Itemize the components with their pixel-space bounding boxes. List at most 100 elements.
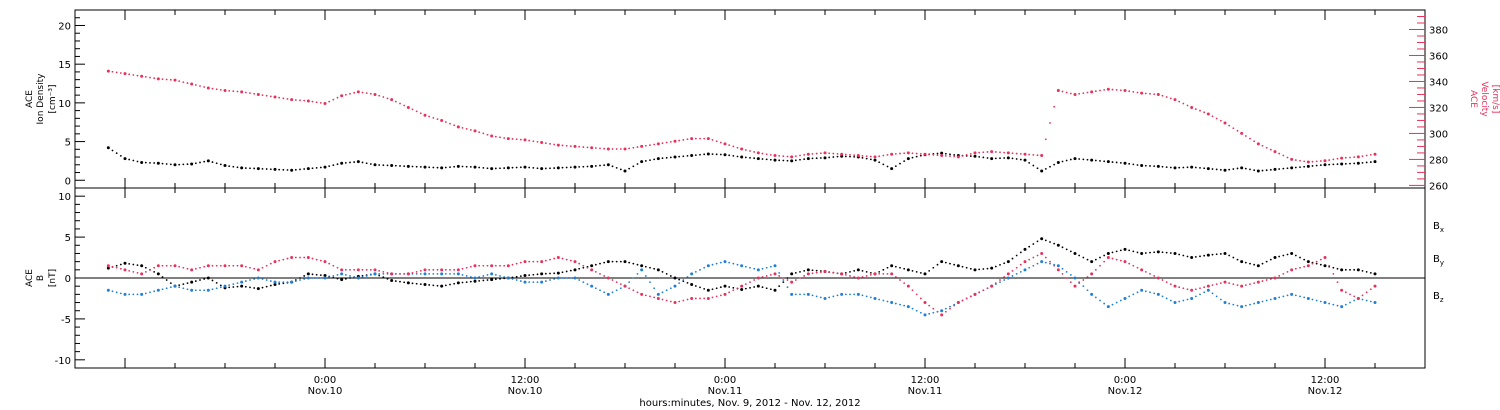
- bx-interp-point: [932, 266, 935, 269]
- bx-point: [640, 264, 644, 268]
- by-point: [1323, 301, 1327, 305]
- density-label-line1: ACE: [25, 90, 35, 108]
- bz-interp-point: [111, 265, 114, 268]
- velocity-interp-point: [569, 145, 572, 147]
- bx-interp-point: [553, 272, 556, 275]
- velocity-point: [106, 69, 110, 73]
- density-interp-point: [219, 163, 222, 166]
- by-interp-point: [1128, 295, 1131, 298]
- bz-point: [190, 268, 194, 272]
- density-interp-point: [311, 167, 314, 170]
- density-interp-point: [819, 157, 822, 159]
- density-point: [1123, 161, 1127, 165]
- density-interp-point: [1149, 165, 1151, 167]
- time-axis-title: hours:minutes, Nov. 9, 2012 - Nov. 12, 2…: [639, 398, 860, 409]
- by-interp-point: [1282, 295, 1285, 298]
- density-interp-point: [1078, 158, 1081, 160]
- bx-point: [206, 276, 210, 280]
- bz-interp-point: [369, 268, 372, 271]
- by-interp-point: [1199, 293, 1201, 296]
- bz-interp-point: [1161, 279, 1164, 281]
- bx-point: [890, 264, 894, 268]
- density-interp-point: [978, 155, 981, 158]
- density-interp-point: [1353, 162, 1356, 165]
- bx-interp-point: [278, 283, 281, 285]
- by-point: [590, 284, 594, 288]
- bx-legend-main: B: [1433, 221, 1440, 232]
- bz-point: [290, 256, 294, 260]
- velocity-point: [990, 150, 994, 154]
- bz-interp-point: [165, 264, 168, 267]
- by-interp-point: [844, 293, 847, 296]
- bx-interp-point: [503, 277, 506, 280]
- density-point: [740, 155, 744, 159]
- bz-interp-point: [1194, 288, 1197, 291]
- velocity-interp-point: [1303, 160, 1306, 163]
- velocity-interp-point: [982, 151, 985, 154]
- by-interp-point: [869, 296, 872, 299]
- density-interp-point: [1136, 164, 1139, 166]
- bx-interp-point: [1082, 256, 1085, 259]
- by-interp-point: [1244, 304, 1247, 307]
- by-interp-point: [632, 277, 635, 279]
- bx-point: [1056, 243, 1060, 247]
- bx-interp-point: [382, 276, 385, 279]
- bx-interp-point: [915, 270, 918, 273]
- density-interp-point: [728, 154, 731, 157]
- bz-interp-point: [1182, 287, 1185, 290]
- velocity-point: [873, 155, 877, 159]
- density-interp-point: [399, 165, 401, 167]
- by-interp-point: [178, 286, 181, 289]
- velocity-interp-point: [303, 99, 306, 102]
- by-interp-point: [882, 299, 885, 302]
- by-point: [223, 284, 227, 288]
- density-interp-point: [1186, 166, 1189, 169]
- b-tick-label: 10: [58, 192, 71, 203]
- density-interp-point: [619, 168, 622, 171]
- bx-interp-point: [686, 282, 689, 284]
- bx-point: [523, 274, 527, 278]
- velocity-point: [540, 141, 544, 145]
- bz-interp-point: [1169, 283, 1172, 286]
- velocity-interp-point: [1011, 152, 1014, 155]
- bz-interp-point: [719, 294, 722, 297]
- velocity-interp-point: [161, 78, 164, 81]
- density-interp-point: [1169, 166, 1172, 169]
- bx-interp-point: [728, 286, 731, 288]
- density-interp-point: [194, 162, 197, 165]
- density-interp-point: [236, 166, 239, 169]
- density-point: [706, 152, 710, 156]
- bx-interp-point: [1161, 251, 1164, 254]
- velocity-interp-point: [1194, 108, 1197, 110]
- by-point: [740, 264, 744, 268]
- bx-interp-point: [444, 284, 447, 287]
- velocity-point: [940, 154, 944, 158]
- bz-interp-point: [853, 276, 856, 278]
- by-interp-point: [428, 273, 431, 275]
- bx-point: [556, 271, 560, 275]
- density-interp-point: [915, 155, 918, 158]
- density-point: [1290, 166, 1294, 170]
- bx-point: [923, 272, 927, 276]
- bz-interp-point: [686, 298, 689, 301]
- bx-interp-point: [965, 266, 968, 269]
- by-interp-point: [861, 294, 864, 297]
- density-interp-point: [332, 164, 335, 167]
- velocity-interp-point: [515, 138, 518, 141]
- density-interp-point: [515, 166, 518, 169]
- by-interp-point: [136, 293, 139, 296]
- bz-interp-point: [1269, 278, 1272, 280]
- density-interp-point: [465, 165, 468, 168]
- velocity-interp-point: [244, 91, 247, 94]
- bz-point: [906, 284, 910, 288]
- bz-interp-point: [469, 265, 472, 268]
- density-interp-point: [269, 168, 272, 171]
- bx-interp-point: [1094, 258, 1097, 261]
- by-interp-point: [799, 293, 801, 296]
- velocity-interp-point: [619, 148, 622, 150]
- by-point: [240, 280, 244, 284]
- bx-interp-point: [436, 284, 439, 287]
- density-point: [1056, 160, 1060, 164]
- by-interp-point: [478, 276, 481, 278]
